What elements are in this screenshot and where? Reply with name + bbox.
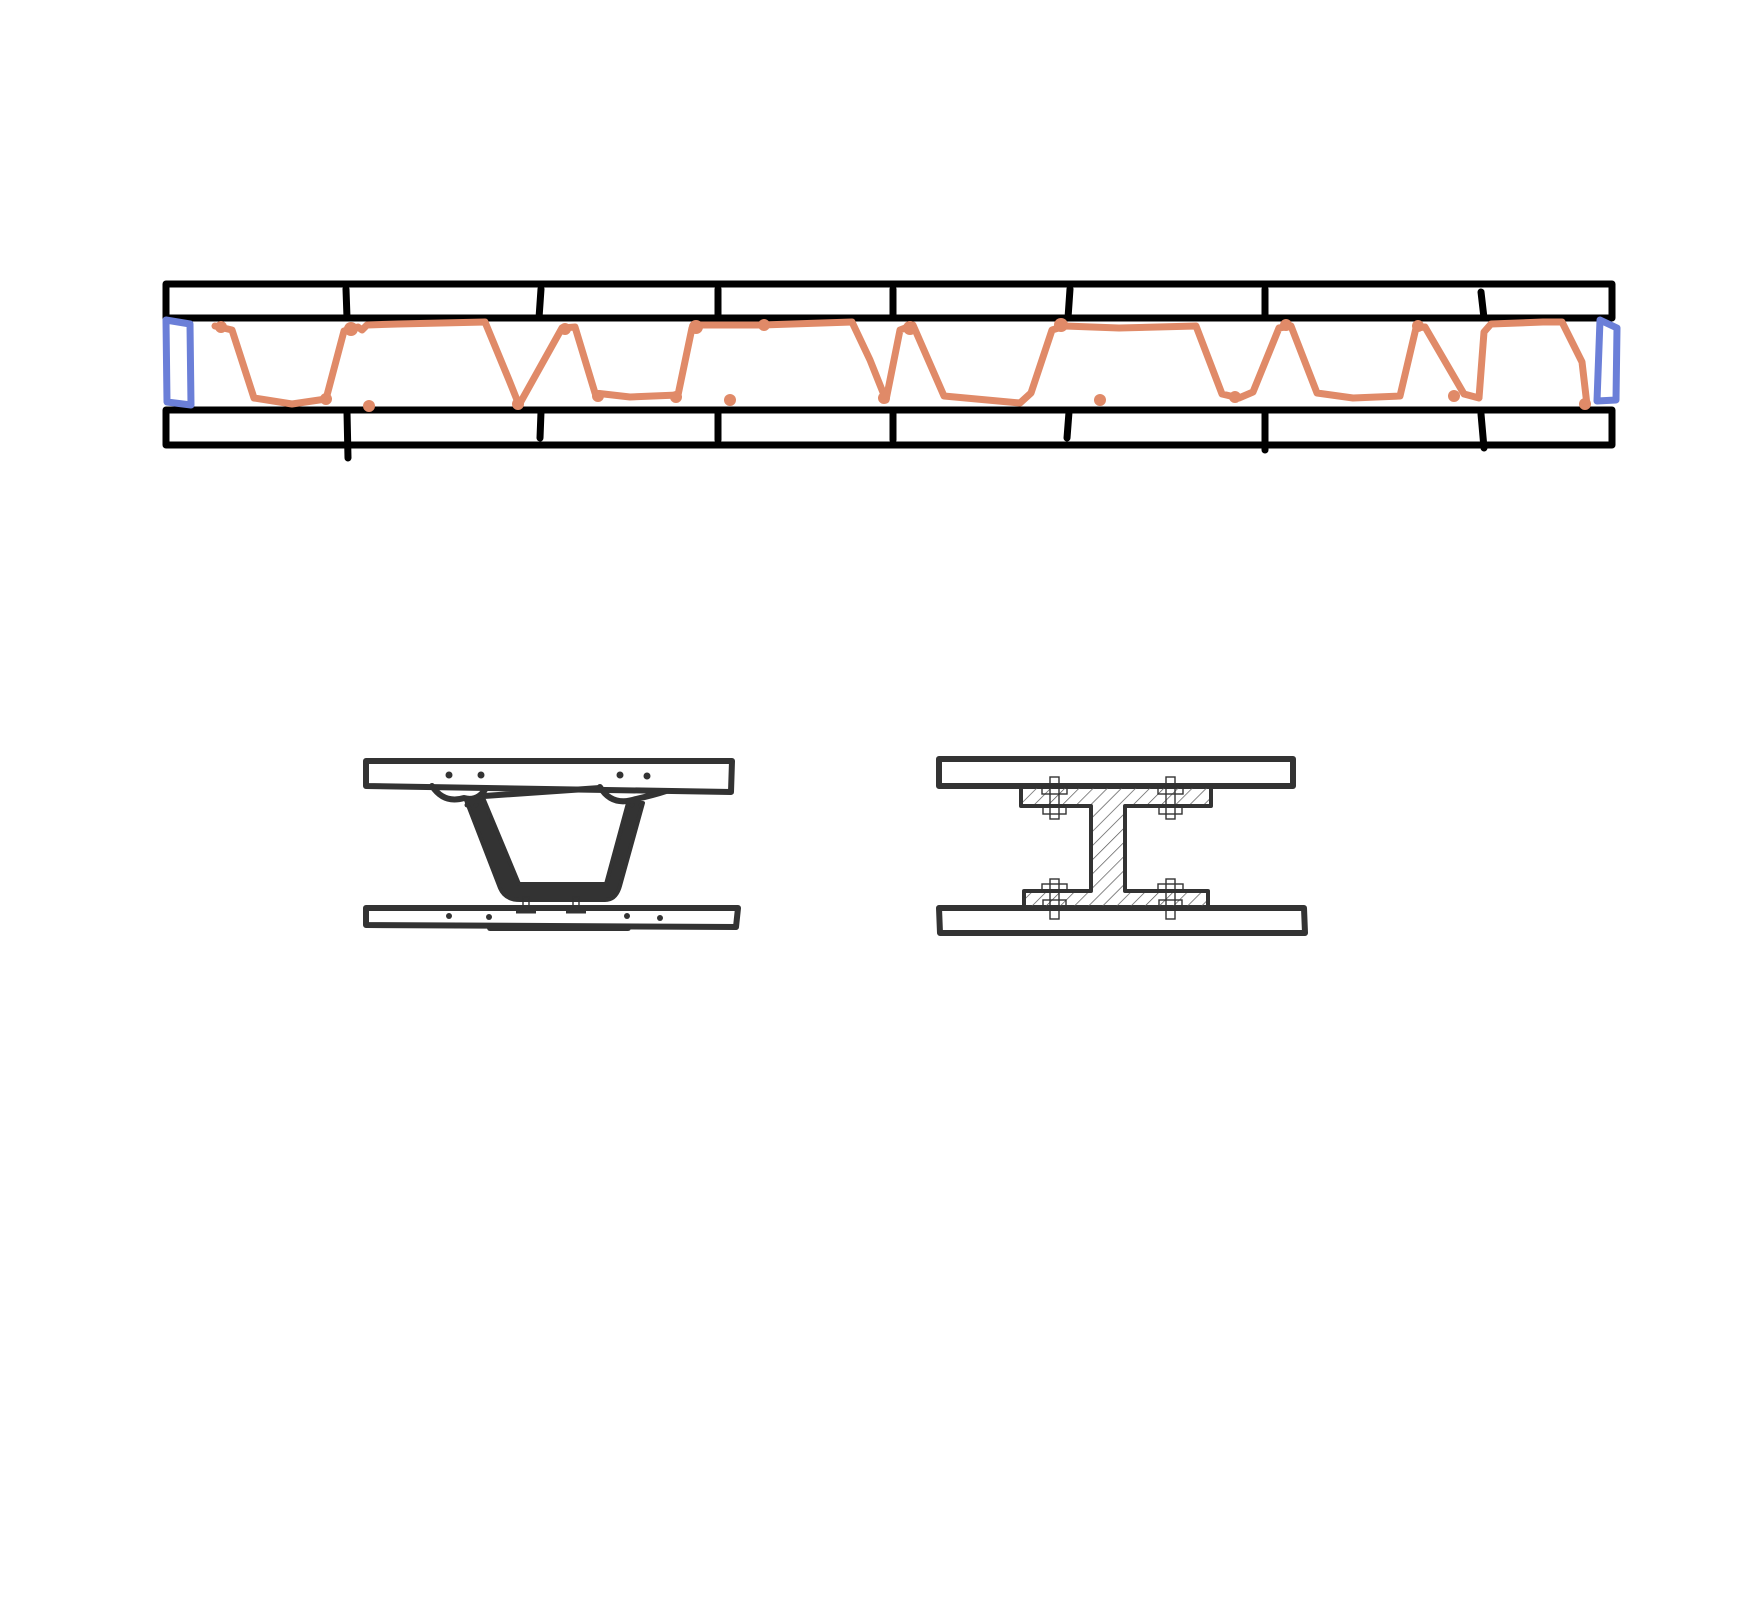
- top-skin-outline: [162, 280, 1616, 322]
- hat-top-fillet-right: [597, 784, 669, 805]
- bolt-top-left: [1041, 776, 1068, 820]
- hat-bottom-plate: [363, 905, 741, 930]
- hat-core-top: [481, 785, 603, 799]
- ibeam-bottom-plate: [936, 905, 1308, 936]
- bolt-bottom-right: [1157, 878, 1184, 920]
- hat-section-detail: [363, 758, 741, 931]
- end-caps: [162, 316, 1621, 409]
- bolt-top-right: [1157, 776, 1184, 820]
- hat-top-plate: [363, 758, 735, 795]
- left-end-cap: [162, 316, 195, 409]
- ibeam-bolts: [1041, 776, 1184, 920]
- hat-bottom-bolts: [516, 896, 586, 914]
- right-end-cap: [1593, 316, 1621, 405]
- i-beam-section-detail: [936, 756, 1308, 936]
- core-profile: [211, 318, 1591, 409]
- hat-rivet-dots: [445, 771, 663, 921]
- ibeam-top-plate: [936, 756, 1296, 789]
- hat-top-fillet-left: [429, 783, 489, 803]
- bolt-bottom-left: [1041, 878, 1068, 920]
- bottom-skin-outline: [162, 406, 1616, 449]
- bottom-skin-joints: [343, 408, 1488, 462]
- core-weld-dots: [215, 318, 1591, 412]
- ibeam-core: [1019, 784, 1213, 910]
- corrugated-core: [211, 318, 1591, 412]
- hat-core-body: [464, 798, 645, 902]
- top-skin: [162, 280, 1616, 322]
- bottom-skin: [162, 406, 1616, 462]
- top-skin-joints: [342, 285, 1488, 322]
- sandwich-panel: [162, 280, 1621, 462]
